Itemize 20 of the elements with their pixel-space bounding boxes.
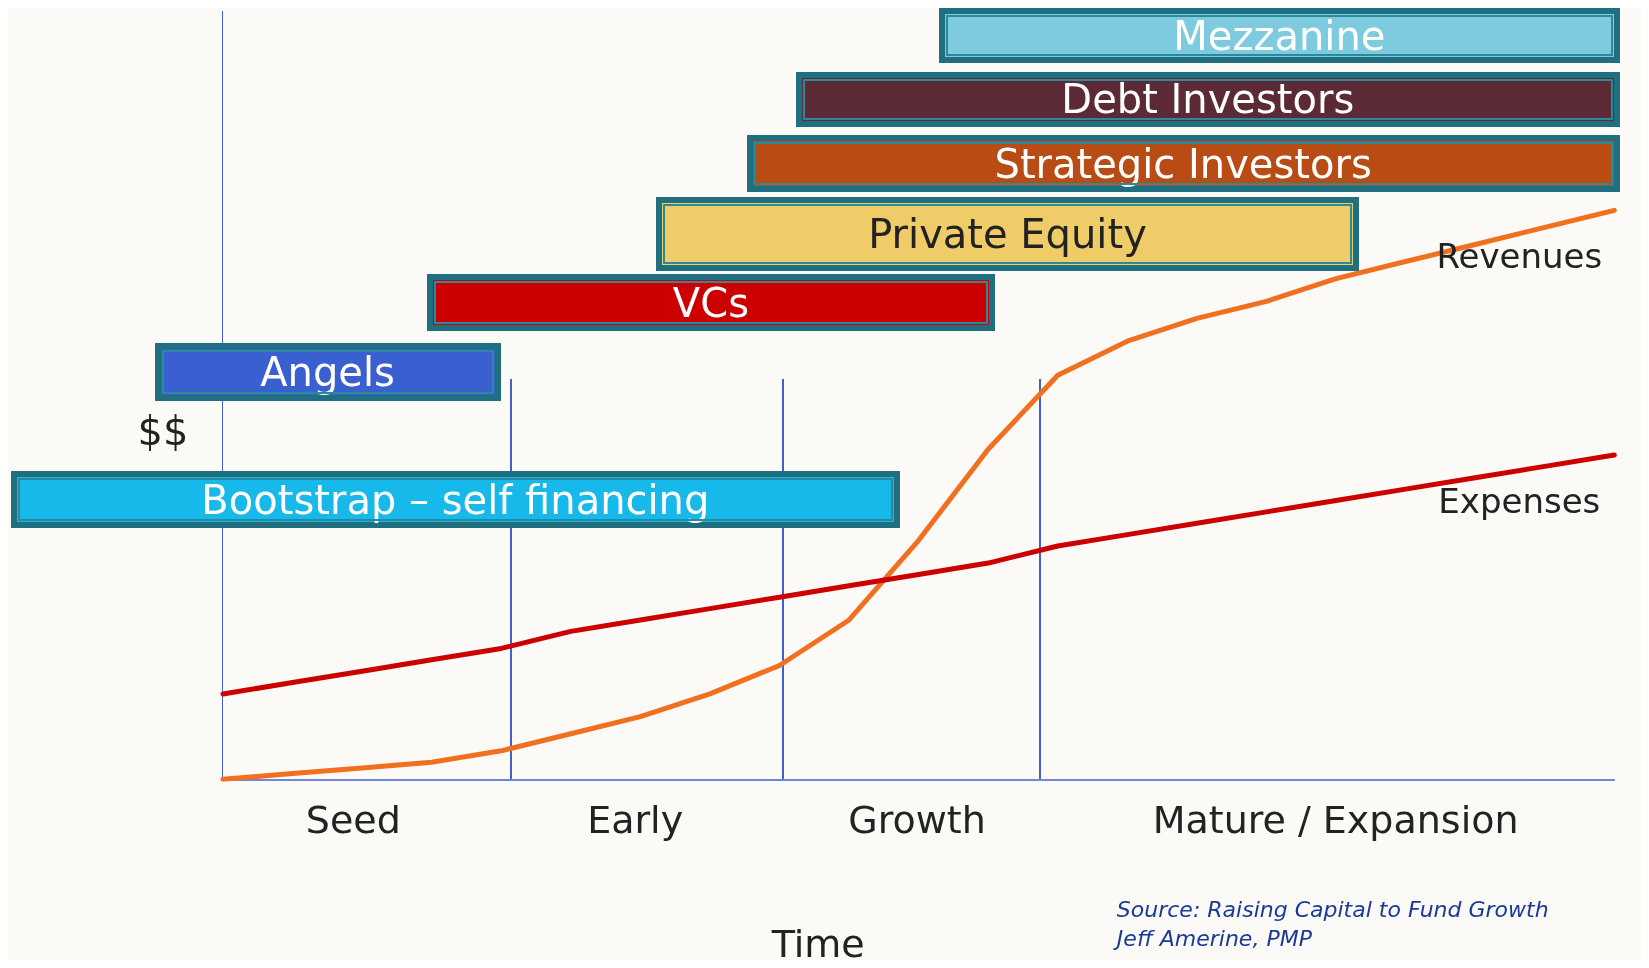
text: Mature / Expansion (1152, 798, 1519, 843)
text: Seed (305, 798, 401, 843)
annotation: Bootstrap – self financing (201, 476, 710, 523)
funding-box: Mezzanine (939, 8, 1620, 64)
annotation: Angels (260, 348, 395, 395)
series-label: Revenues (1436, 236, 1603, 277)
annotation: Private Equity (868, 210, 1147, 257)
source-note: Source: Raising Capital to Fund Growth (1116, 896, 1549, 922)
y-axis-title: $$ (137, 408, 189, 455)
funding-box: Bootstrap – self financing (10, 471, 901, 528)
series-label: Expenses (1438, 480, 1601, 521)
funding-box: VCs (426, 274, 995, 332)
funding-box: Angels (154, 342, 501, 401)
funding-box: Private Equity (656, 196, 1359, 272)
funding-box: Strategic Investors (746, 134, 1620, 193)
text: Growth (848, 798, 986, 843)
funding-box: Debt Investors (796, 71, 1620, 128)
annotation: VCs (672, 279, 749, 326)
text: Early (587, 798, 684, 843)
x-axis-title: Time (771, 922, 865, 962)
